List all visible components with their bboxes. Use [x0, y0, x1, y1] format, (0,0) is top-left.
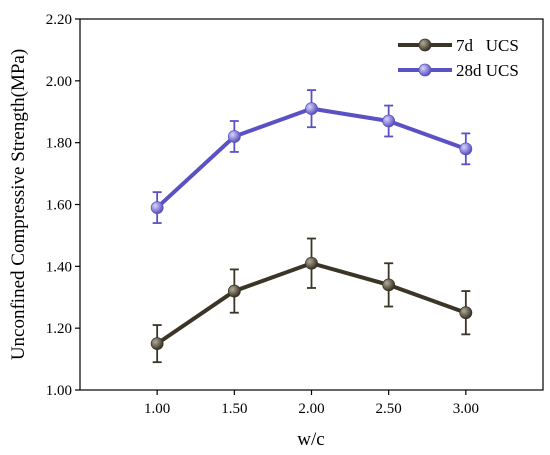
data-point [305, 256, 318, 270]
legend: 7d UCS 28d UCS [398, 36, 519, 80]
legend-label: 28d UCS [456, 61, 519, 80]
x-axis-title: w/c [297, 429, 324, 450]
legend-marker [418, 38, 432, 52]
series-layer [150, 89, 473, 364]
y-tick-label: 1.00 [46, 383, 72, 399]
x-tick-label: 2.50 [376, 401, 402, 417]
x-tick-label: 1.50 [221, 401, 247, 417]
y-tick-label: 2.00 [46, 74, 72, 90]
data-point [382, 114, 396, 128]
y-tick-label: 2.20 [46, 12, 72, 28]
series-1 [150, 237, 473, 364]
series-2 [150, 89, 473, 224]
legend-label: 7d UCS [456, 36, 519, 55]
x-tick-label: 1.00 [144, 401, 170, 417]
axis-ticks: 1.00 1.20 1.40 1.60 1.80 2.00 2.20 1.00 1.50 2.00… [46, 12, 479, 417]
legend-item: 28d UCS [398, 61, 519, 80]
y-axis-title: Unconfined Compressive Strength(MPa) [8, 49, 29, 360]
x-tick-label: 2.00 [298, 401, 324, 417]
data-point [150, 201, 164, 214]
data-point [459, 142, 473, 156]
legend-marker [418, 63, 432, 77]
y-tick-label: 1.80 [46, 136, 72, 152]
y-tick-label: 1.20 [46, 321, 72, 337]
data-point [305, 102, 318, 116]
data-point [227, 130, 241, 143]
y-tick-label: 1.40 [46, 259, 72, 275]
data-point [150, 337, 164, 351]
data-point [459, 306, 473, 320]
data-point [382, 278, 396, 292]
legend-item: 7d UCS [398, 36, 519, 55]
data-point [227, 284, 241, 298]
x-tick-label: 3.00 [453, 401, 479, 417]
y-tick-label: 1.60 [46, 198, 72, 214]
